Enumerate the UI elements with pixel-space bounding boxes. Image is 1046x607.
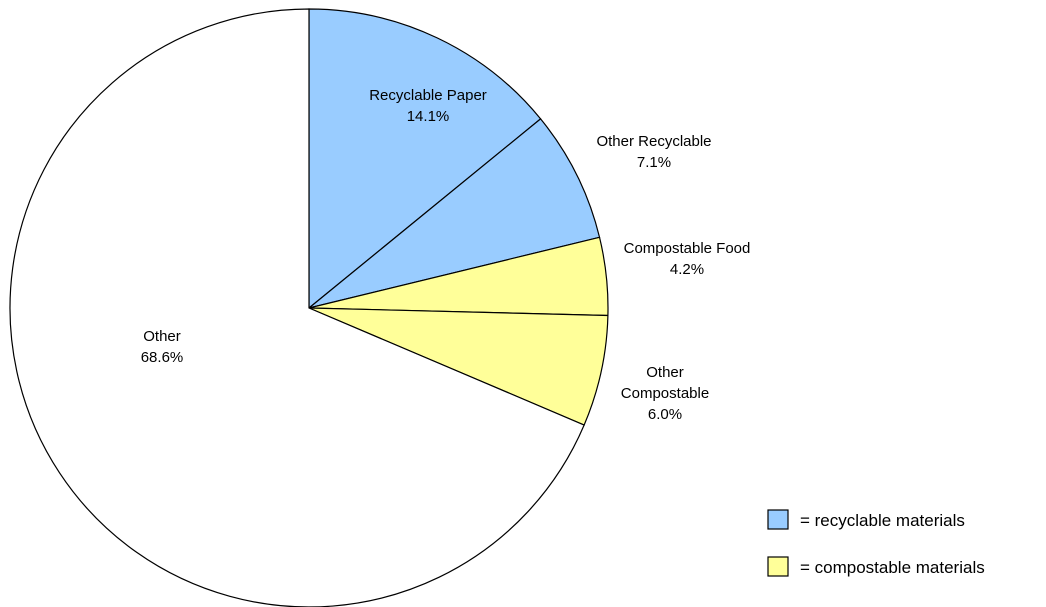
slice-value-other-compostable: 6.0% — [648, 406, 682, 423]
slice-label-other-compostable: Other — [646, 364, 684, 381]
slice-value-other-recyclable: 7.1% — [637, 154, 671, 171]
slice-label-recyclable-paper: Recyclable Paper — [369, 87, 487, 104]
slice-label-other-compostable: Compostable — [621, 385, 709, 402]
pie-slice-other-recyclable — [308, 118, 601, 309]
slice-label-other-recyclable: Other Recyclable — [596, 133, 711, 150]
pie-slice-recyclable-paper — [308, 8, 542, 310]
legend: = recyclable materials = compostable mat… — [767, 509, 985, 577]
slice-labels: Recyclable Paper 14.1% Other Recyclable 7.1… — [141, 87, 751, 423]
slice-label-compostable-food: Compostable Food — [624, 240, 751, 257]
legend-label-recyclable: = recyclable materials — [800, 511, 965, 530]
slice-value-other: 68.6% — [141, 349, 184, 366]
legend-swatch-compostable — [767, 556, 789, 577]
pie-slices — [9, 8, 609, 607]
slice-value-compostable-food: 4.2% — [670, 261, 704, 278]
slice-value-recyclable-paper: 14.1% — [407, 108, 450, 125]
pie-slice-other — [9, 8, 585, 607]
legend-swatch-recyclable — [767, 509, 789, 530]
slice-label-other: Other — [143, 328, 181, 345]
legend-label-compostable: = compostable materials — [800, 558, 985, 577]
